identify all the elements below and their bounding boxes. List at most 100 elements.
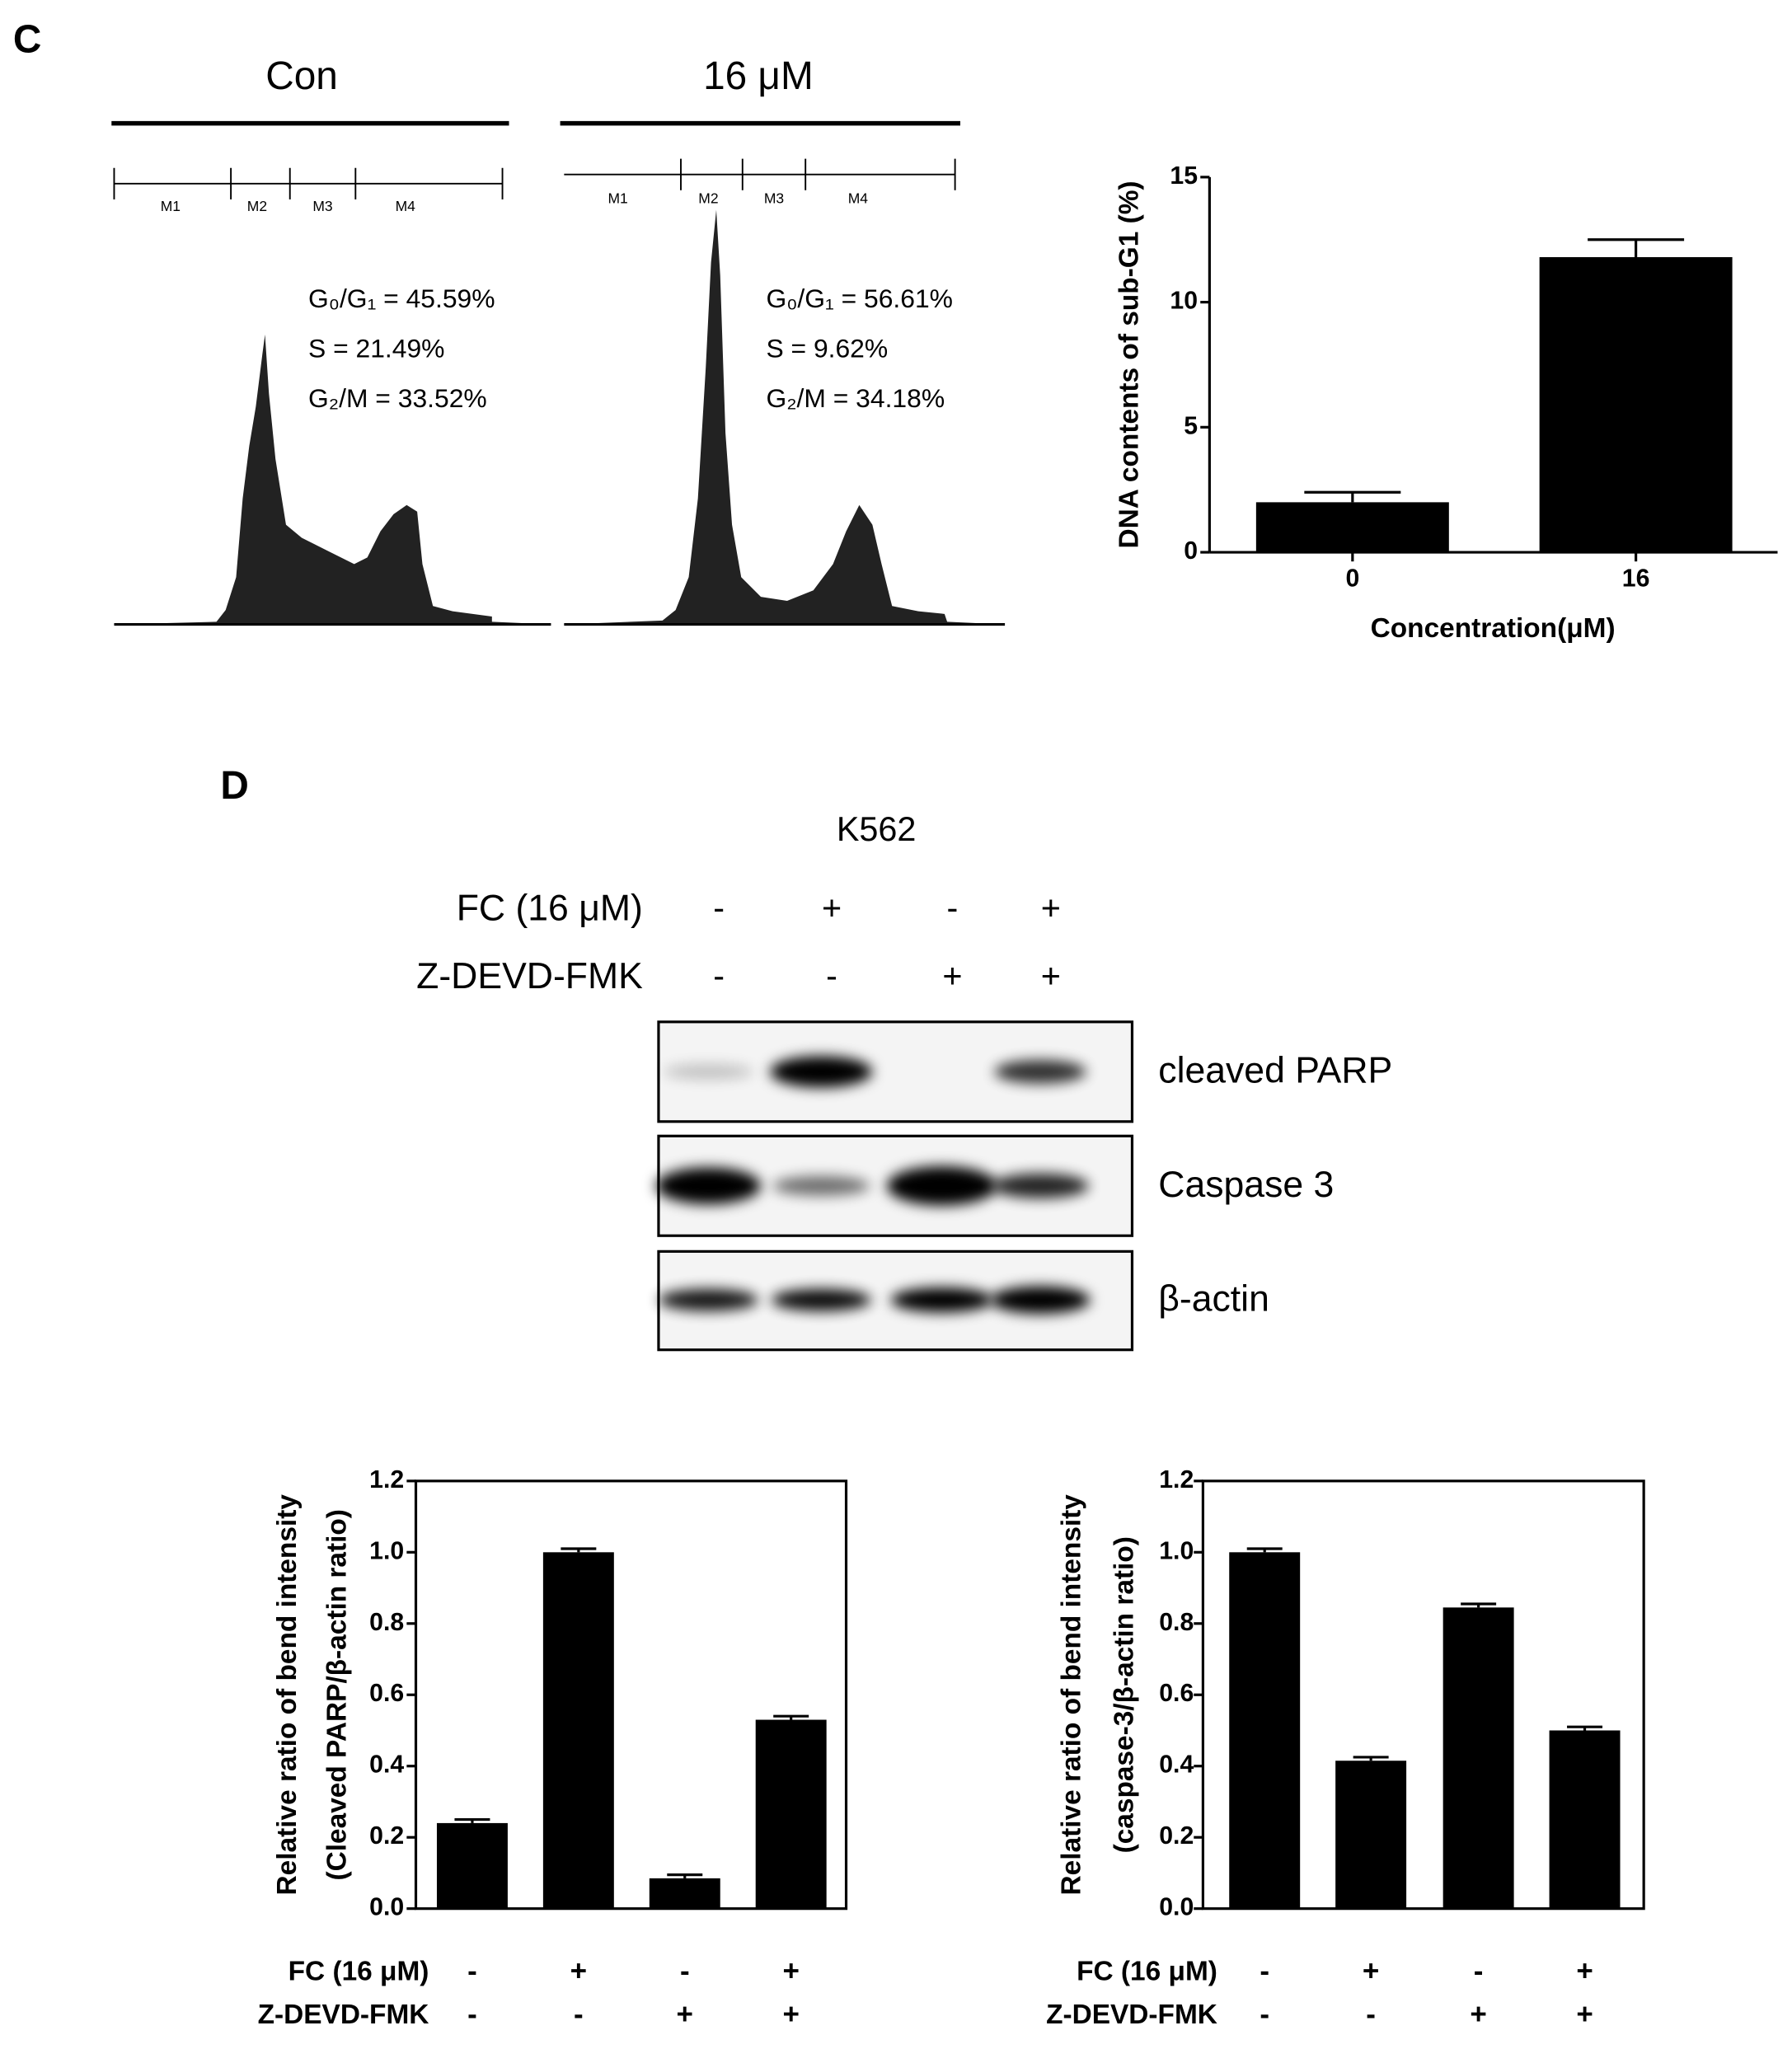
condition-sign: + [822,889,842,926]
row-sign: + [677,1998,693,2030]
blot-band [772,1175,870,1196]
row-sign: - [574,1998,584,2030]
row-label: FC (16 μM) [289,1956,429,1986]
bar [755,1719,827,1909]
stat-text: G₂/M = 33.52% [308,383,487,413]
stat-text: G₀/G₁ = 45.59% [308,284,495,313]
stat-text: S = 21.49% [308,333,444,363]
condition-sign: - [826,957,837,995]
condition-sign: + [1041,957,1061,995]
gate-label: M2 [247,198,267,214]
histogram [564,209,1006,625]
band-label: Caspase 3 [1158,1165,1334,1205]
blot-band [664,1063,753,1080]
bar [542,1552,614,1909]
gate-label: M3 [764,190,784,207]
bar [1255,502,1449,553]
gate-label: M4 [848,190,869,207]
row-sign: + [1576,1955,1593,1987]
y-tick-label: 0.2 [369,1822,404,1850]
condition-sign: - [713,889,725,926]
blot-band [655,1167,762,1205]
y-tick-label: 0.8 [1159,1609,1194,1636]
blot-band [658,1288,758,1311]
y-tick-label: 0.2 [1159,1822,1194,1850]
row-label: FC (16 μM) [1077,1956,1217,1986]
row-sign: - [680,1955,690,1987]
row-sign: + [1363,1955,1379,1987]
histogram [114,334,551,625]
y-axis-label: (caspase-3/β-actin ratio) [1109,1536,1139,1853]
row-sign: + [782,1955,799,1987]
bar [1539,256,1733,553]
cell-line: K562 [837,810,917,848]
gate-label: M4 [396,198,416,214]
histogram-title: 16 μM [703,54,814,98]
y-tick-label: 5 [1184,412,1198,439]
y-tick-label: 0.6 [369,1680,404,1707]
stat-text: G₂/M = 34.18% [766,383,945,413]
y-tick-label: 15 [1170,162,1198,190]
histogram-title: Con [265,54,338,98]
row-sign: + [782,1998,799,2030]
row-label: Z-DEVD-FMK [1046,2000,1217,2030]
blot-band [994,1059,1086,1084]
y-tick-label: 0.4 [369,1751,404,1779]
gate-label: M1 [607,190,627,207]
blot-band [992,1173,1089,1198]
row-sign: + [570,1955,587,1987]
gate-label: M2 [698,190,718,207]
y-tick-label: 0.8 [369,1609,404,1636]
band-label: cleaved PARP [1158,1051,1392,1091]
y-tick-label: 1.2 [1159,1466,1194,1493]
condition-label: FC (16 μM) [457,888,643,928]
blot-band [886,1165,997,1206]
row-sign: - [1474,1955,1484,1987]
y-tick-label: 0 [1184,537,1198,565]
y-axis-label: (Cleaved PARP/β-actin ratio) [321,1509,352,1880]
blot-band [771,1288,871,1311]
row-sign: - [1260,1998,1269,2030]
bar [436,1822,508,1909]
condition-sign: - [713,957,725,995]
y-tick-label: 0.4 [1159,1751,1194,1779]
condition-sign: - [947,889,959,926]
blot-band [890,1287,993,1313]
x-tick-label: 0 [1345,565,1359,592]
y-tick-label: 1.0 [369,1537,404,1564]
y-tick-label: 0.6 [1159,1680,1194,1707]
bar [1229,1552,1301,1909]
y-tick-label: 0.0 [1159,1894,1194,1921]
panel-label: D [220,764,248,808]
condition-sign: + [942,957,962,995]
blot-band [990,1286,1091,1314]
row-sign: + [1470,1998,1486,2030]
gate-label: M3 [312,198,332,214]
condition-sign: + [1041,889,1061,926]
bar [1549,1730,1621,1909]
y-tick-label: 0.0 [369,1894,404,1921]
stat-text: G₀/G₁ = 56.61% [766,284,953,313]
y-axis-label: DNA contents of sub-G1 (%) [1114,181,1145,548]
row-sign: - [467,1998,477,2030]
x-axis-label: Concentration(μM) [1371,613,1616,644]
bar [1335,1761,1407,1909]
row-sign: + [1576,1998,1593,2030]
condition-label: Z-DEVD-FMK [416,956,643,996]
y-tick-label: 1.2 [369,1466,404,1493]
bar [649,1878,720,1909]
y-tick-label: 1.0 [1159,1537,1194,1564]
y-tick-label: 10 [1170,288,1198,315]
row-sign: - [1260,1955,1269,1987]
stat-text: S = 9.62% [766,333,888,363]
panel-label: C [13,18,41,62]
gate-label: M1 [161,198,181,214]
row-sign: - [467,1955,477,1987]
band-label: β-actin [1158,1279,1269,1320]
y-axis-label: Relative ratio of bend intensity [1057,1494,1087,1896]
row-sign: - [1366,1998,1376,2030]
y-axis-label: Relative ratio of bend intensity [272,1494,303,1896]
bar [1443,1607,1514,1909]
